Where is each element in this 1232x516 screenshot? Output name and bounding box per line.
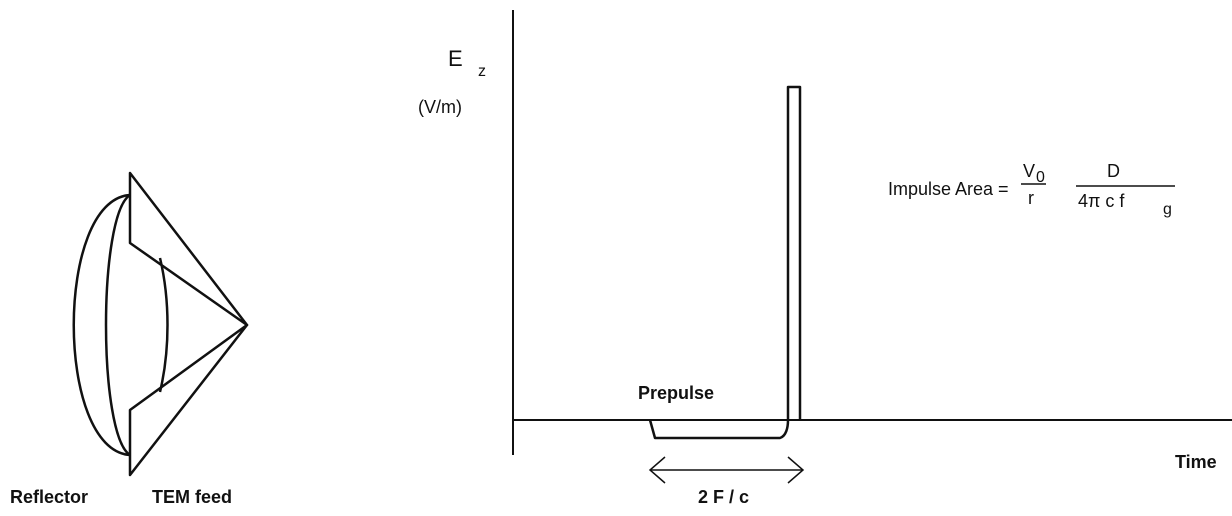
reflector-outer <box>72 193 131 457</box>
formula-lhs: Impulse Area = <box>888 179 1009 199</box>
formula-num1-sub: 0 <box>1036 169 1045 186</box>
feed-label: TEM feed <box>152 487 232 507</box>
duration-arrow <box>648 456 805 484</box>
feed-aperture <box>158 257 169 393</box>
duration-label: 2 F / c <box>698 487 749 507</box>
formula-den2: 4π c f <box>1078 191 1125 211</box>
impulse-spike <box>786 85 802 420</box>
feed-lower-plate <box>128 323 249 477</box>
reflector-inner <box>104 193 131 457</box>
formula-num2: D <box>1107 161 1120 181</box>
y-label-sub: z <box>478 63 486 80</box>
feed-upper-plate <box>128 171 249 327</box>
formula-den2-sub: g <box>1163 201 1172 218</box>
prepulse-curve <box>648 419 790 440</box>
formula-den1: r <box>1028 188 1034 208</box>
prepulse-label: Prepulse <box>638 383 714 403</box>
reflector-label: Reflector <box>10 487 88 507</box>
y-label: E <box>448 46 463 71</box>
x-label: Time <box>1175 452 1217 472</box>
y-unit: (V/m) <box>418 97 462 117</box>
antenna <box>72 171 249 477</box>
formula-num1: V <box>1023 161 1035 181</box>
